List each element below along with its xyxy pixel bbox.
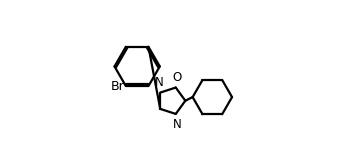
Text: N: N xyxy=(172,118,181,131)
Text: N: N xyxy=(154,76,163,89)
Text: Br: Br xyxy=(110,80,124,93)
Text: O: O xyxy=(173,71,182,84)
